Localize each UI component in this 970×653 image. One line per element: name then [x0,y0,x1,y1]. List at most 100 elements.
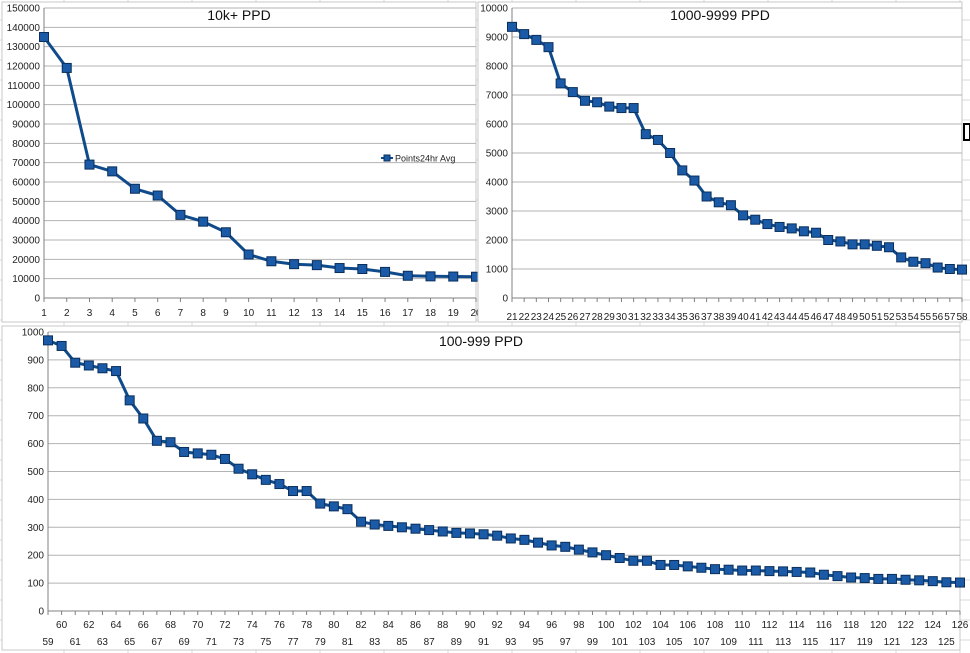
data-point[interactable] [56,340,67,351]
data-point[interactable] [737,565,748,576]
data-point[interactable] [641,555,652,566]
data-point[interactable] [425,271,436,282]
data-point[interactable] [342,504,353,515]
data-point[interactable] [689,175,700,186]
data-point[interactable] [519,29,530,40]
data-point[interactable] [289,259,300,270]
data-point[interactable] [805,567,816,578]
data-point[interactable] [198,216,209,227]
data-point[interactable] [107,166,118,177]
data-point[interactable] [61,62,72,73]
data-point[interactable] [165,437,176,448]
data-point[interactable] [519,534,530,545]
data-point[interactable] [464,528,475,539]
data-point[interactable] [437,526,448,537]
data-point[interactable] [652,134,663,145]
data-point[interactable] [533,537,544,548]
data-point[interactable] [111,366,122,377]
data-point[interactable] [669,559,680,570]
data-point[interactable] [957,264,967,275]
data-point[interactable] [380,266,391,277]
data-point[interactable] [871,240,882,251]
data-point[interactable] [601,550,612,561]
data-point[interactable] [628,555,639,566]
data-point[interactable] [492,530,503,541]
data-point[interactable] [138,413,149,424]
data-point[interactable] [543,42,554,53]
data-point[interactable] [677,165,688,176]
data-point[interactable] [701,191,712,202]
data-point[interactable] [192,448,203,459]
data-point[interactable] [774,221,785,232]
data-point[interactable] [616,103,627,114]
data-point[interactable] [357,264,368,274]
data-point[interactable] [369,519,380,530]
chart-100-999-ppd[interactable]: 0 100 200 300 400 500 600 700 800 900 1000 59606162… [1,325,969,651]
data-point[interactable] [546,540,557,551]
data-point[interactable] [424,525,435,536]
data-point[interactable] [260,474,271,485]
data-point[interactable] [206,449,217,460]
data-point[interactable] [97,363,108,374]
data-point[interactable] [811,227,822,238]
data-point[interactable] [39,32,49,42]
data-point[interactable] [402,270,413,281]
data-point[interactable] [723,564,734,575]
data-point[interactable] [579,95,590,106]
data-point[interactable] [900,574,911,585]
data-point[interactable] [220,227,231,238]
data-point[interactable] [762,219,773,230]
data-point[interactable] [798,226,809,237]
data-point[interactable] [266,256,277,267]
data-point[interactable] [478,529,489,540]
data-point[interactable] [786,223,797,234]
data-point[interactable] [43,335,53,346]
data-point[interactable] [247,469,258,480]
data-point[interactable] [151,435,162,446]
data-point[interactable] [274,479,285,490]
data-point[interactable] [665,148,676,158]
data-point[interactable] [713,197,724,208]
data-point[interactable] [944,264,955,274]
data-point[interactable] [448,271,459,282]
data-point[interactable] [356,516,367,527]
data-point[interactable] [750,565,761,576]
data-point[interactable] [396,522,407,533]
data-point[interactable] [832,571,843,582]
data-point[interactable] [531,34,542,45]
data-point[interactable] [555,78,566,89]
data-point[interactable] [823,235,834,245]
data-point[interactable] [152,190,163,201]
data-point[interactable] [573,544,584,555]
data-point[interactable] [955,577,965,588]
data-point[interactable] [750,214,761,225]
data-point[interactable] [129,183,140,194]
data-point[interactable] [410,523,421,534]
data-point[interactable] [560,541,571,552]
data-point[interactable] [614,552,625,563]
data-point[interactable] [914,575,925,586]
data-point[interactable] [920,258,931,269]
data-point[interactable] [301,486,312,497]
data-point[interactable] [927,576,938,587]
data-point[interactable] [640,129,651,140]
data-point[interactable] [567,87,578,98]
data-point[interactable] [846,572,857,583]
data-point[interactable] [628,103,639,114]
data-point[interactable] [70,357,81,368]
data-point[interactable] [451,527,462,538]
data-point[interactable] [908,256,919,267]
data-point[interactable] [592,97,603,108]
data-point[interactable] [941,577,952,588]
data-point[interactable] [655,559,666,570]
data-point[interactable] [84,159,95,170]
data-point[interactable] [83,360,94,371]
data-point[interactable] [233,463,244,474]
data-point[interactable] [219,453,230,464]
data-point[interactable] [288,486,299,497]
data-point[interactable] [179,446,190,457]
data-point[interactable] [587,547,598,558]
data-point[interactable] [709,564,720,575]
data-point[interactable] [505,533,516,544]
chart-1000-9999-ppd[interactable]: 0 1000 2000 3000 4000 5000 6000 7000 8000 9000 100… [477,1,968,323]
